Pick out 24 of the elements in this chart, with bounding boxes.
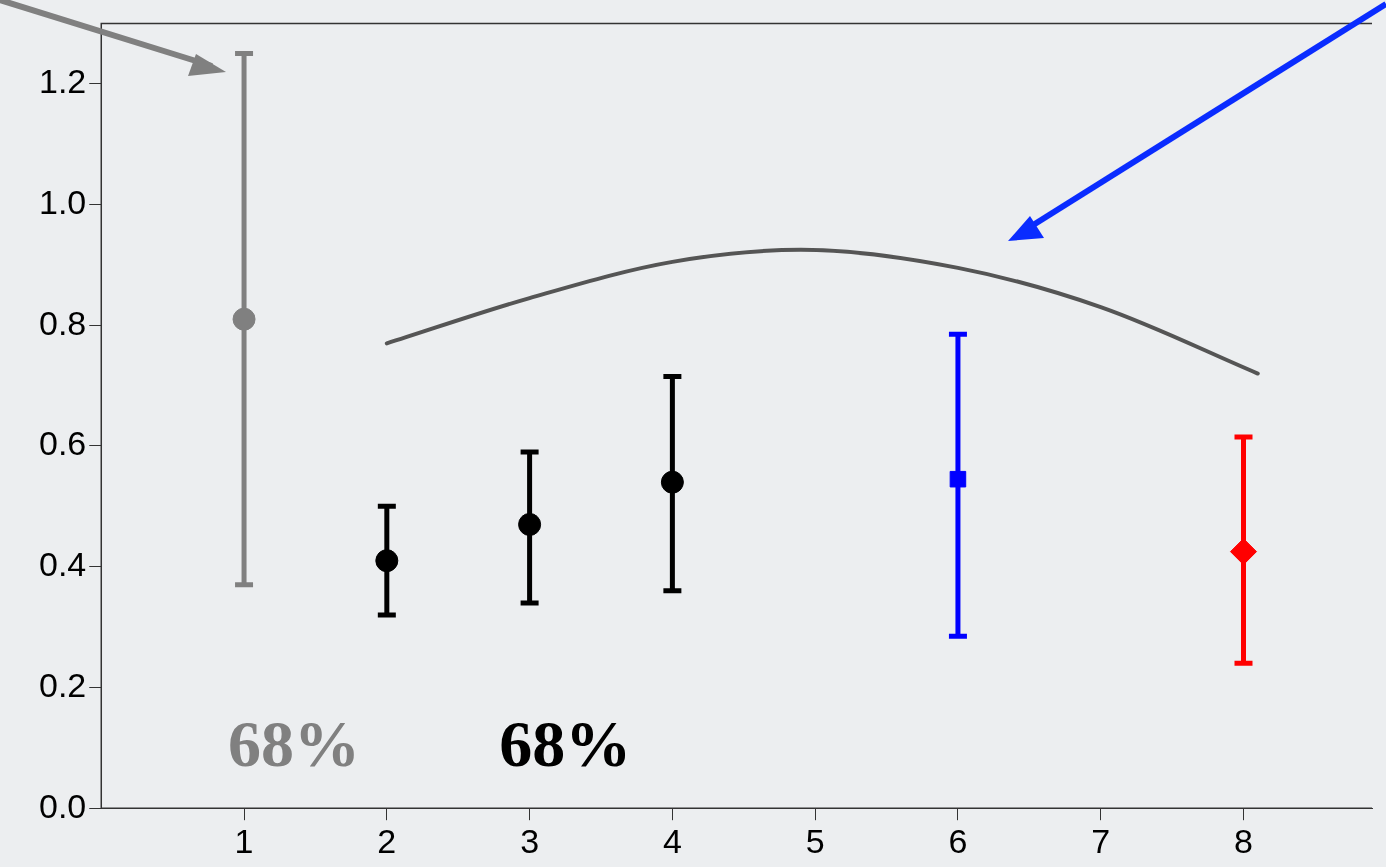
annotation: 68% bbox=[228, 706, 361, 780]
y-tick-label: 0.6 bbox=[39, 424, 87, 463]
point bbox=[949, 470, 967, 488]
point bbox=[375, 549, 399, 573]
y-tick-label: 1.2 bbox=[39, 62, 87, 101]
y-tick-label: 0.0 bbox=[39, 786, 87, 825]
x-tick-label: 1 bbox=[234, 821, 254, 860]
point bbox=[232, 307, 256, 331]
line-series bbox=[384, 247, 1260, 376]
point bbox=[518, 512, 542, 536]
x-tick-label: 3 bbox=[520, 821, 540, 860]
point bbox=[1230, 538, 1257, 566]
y-tick-label: 1.0 bbox=[39, 182, 87, 221]
y-tick-label: 0.8 bbox=[39, 303, 87, 342]
x-tick-label: 6 bbox=[948, 821, 968, 860]
x-tick-label: 5 bbox=[805, 821, 825, 860]
x-tick-label: 8 bbox=[1234, 821, 1253, 860]
y-tick-label: 0.2 bbox=[39, 665, 87, 704]
x-tick-label: 4 bbox=[662, 821, 682, 860]
y-tick-label: 0.4 bbox=[39, 545, 87, 584]
point bbox=[660, 470, 684, 494]
x-tick-label: 7 bbox=[1091, 821, 1111, 860]
x-tick-label: 2 bbox=[377, 821, 397, 860]
annotation: 68% bbox=[499, 706, 632, 780]
